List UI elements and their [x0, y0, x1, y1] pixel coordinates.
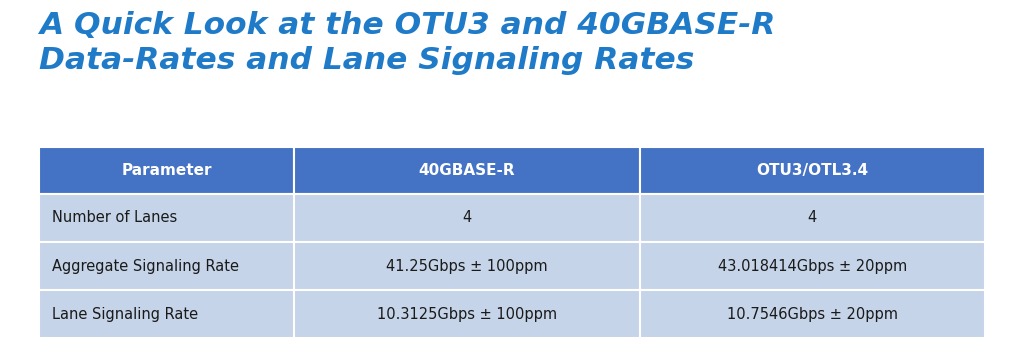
Bar [294, 242, 640, 290]
Text: 43.018414Gbps ± 20ppm: 43.018414Gbps ± 20ppm [718, 258, 907, 274]
Text: 40GBASE-R: 40GBASE-R [419, 163, 515, 178]
Text: 4: 4 [808, 211, 817, 225]
Bar [39, 194, 294, 242]
Bar [640, 194, 985, 242]
Bar [294, 147, 640, 194]
Text: 41.25Gbps ± 100ppm: 41.25Gbps ± 100ppm [386, 258, 548, 274]
Bar [39, 147, 294, 194]
Bar [640, 290, 985, 338]
Text: Lane Signaling Rate: Lane Signaling Rate [52, 307, 199, 322]
Bar [294, 290, 640, 338]
Text: A Quick Look at the OTU3 and 40GBASE-R
Data-Rates and Lane Signaling Rates: A Quick Look at the OTU3 and 40GBASE-R D… [39, 11, 775, 75]
Bar [640, 147, 985, 194]
Bar [294, 194, 640, 242]
Bar [39, 290, 294, 338]
Text: OTU3/OTL3.4: OTU3/OTL3.4 [757, 163, 868, 178]
Bar [39, 242, 294, 290]
Text: 4: 4 [463, 211, 472, 225]
Text: 10.3125Gbps ± 100ppm: 10.3125Gbps ± 100ppm [377, 307, 557, 322]
Bar [640, 242, 985, 290]
Text: 10.7546Gbps ± 20ppm: 10.7546Gbps ± 20ppm [727, 307, 898, 322]
Text: Aggregate Signaling Rate: Aggregate Signaling Rate [52, 258, 240, 274]
Text: Number of Lanes: Number of Lanes [52, 211, 177, 225]
Text: Parameter: Parameter [122, 163, 212, 178]
